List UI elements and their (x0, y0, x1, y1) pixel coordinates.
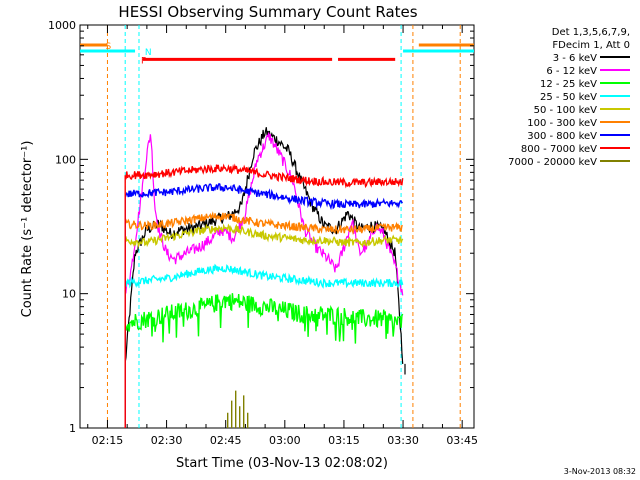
legend-header: Det 1,3,5,6,7,9, (552, 27, 630, 38)
legend-entry-label: 7000 - 20000 keV (508, 157, 597, 168)
legend-header: FDecim 1, Att 0 (552, 40, 630, 51)
x-tick-label: 02:45 (210, 434, 242, 447)
axes-layer: 1 10 100 1000 02:15 02:30 02:45 03:00 03:15 03:30… (48, 19, 478, 447)
y-axis-label: Count Rate (s⁻¹ detector⁻¹) (20, 141, 35, 318)
plot-frame (79, 24, 475, 429)
legend-entry-label: 3 - 6 keV (553, 53, 597, 64)
chart-title: HESSI Observing Summary Count Rates (118, 3, 417, 21)
x-tick-label: 03:00 (269, 434, 301, 447)
legend-entry-label: 25 - 50 keV (540, 92, 597, 103)
flag-f-label: F (141, 56, 146, 66)
y-tick-label: 100 (55, 153, 76, 166)
flag-layer: S NF (80, 25, 474, 428)
y-tick-label: 1 (69, 422, 76, 435)
flag-s-label: S (105, 42, 111, 52)
series-7000-20000-kev-line (227, 390, 249, 428)
legend-entry-label: 300 - 800 keV (527, 131, 597, 142)
x-tick-label: 02:30 (151, 434, 183, 447)
x-tick-label: 03:15 (328, 434, 360, 447)
legend-entry-label: 6 - 12 keV (546, 66, 597, 77)
legend: Det 1,3,5,6,7,9, FDecim 1, Att 0 3 - 6 keV… (508, 27, 630, 168)
x-axis-label: Start Time (03-Nov-13 02:08:02) (176, 456, 388, 471)
x-tick-label: 03:30 (387, 434, 419, 447)
y-tick-label: 1000 (48, 19, 76, 32)
plot-border (79, 24, 475, 429)
legend-entry-label: 800 - 7000 keV (521, 144, 597, 155)
legend-entry-label: 12 - 25 keV (540, 79, 597, 90)
y-tick-label: 10 (62, 288, 76, 301)
legend-entry-label: 50 - 100 keV (534, 105, 598, 116)
series-layer (124, 127, 406, 428)
series-800-7000-kev-line (124, 163, 404, 428)
x-tick-label: 03:45 (446, 434, 478, 447)
legend-entry-label: 100 - 300 keV (527, 118, 597, 129)
footer-date: 3-Nov-2013 08:32 (564, 467, 636, 476)
flag-n-label: N (145, 48, 152, 58)
x-tick-label: 02:15 (92, 434, 124, 447)
